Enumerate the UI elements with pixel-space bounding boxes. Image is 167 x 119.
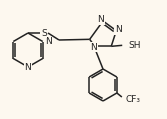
Text: N: N [90, 43, 97, 52]
Text: N: N [25, 64, 31, 72]
Text: CF₃: CF₃ [125, 96, 140, 104]
Text: N: N [98, 15, 104, 25]
Text: SH: SH [128, 41, 141, 50]
Text: N: N [45, 37, 52, 46]
Text: N: N [115, 25, 122, 34]
Text: S: S [41, 28, 47, 37]
